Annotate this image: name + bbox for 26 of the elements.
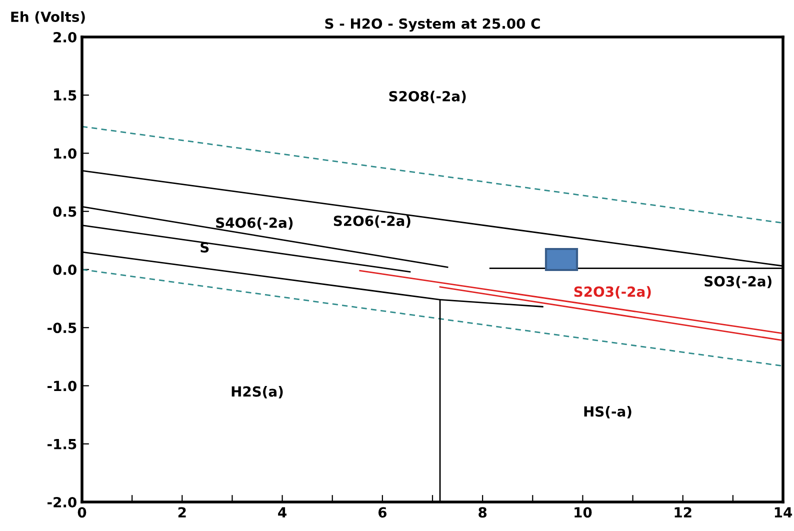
x-tick-label: 2 — [178, 507, 186, 518]
x-tick-label: 6 — [378, 507, 387, 518]
x-tick-label: 4 — [278, 507, 286, 518]
y-tick-label: -1.5 — [48, 439, 76, 450]
x-tick-label: 8 — [478, 507, 487, 518]
annotation: S4O6(-2a) — [216, 217, 293, 230]
y-tick-label: 1.0 — [54, 148, 76, 159]
x-tick-label: 14 — [774, 507, 792, 518]
annotation: S2O8(-2a) — [389, 90, 466, 104]
x-tick-label: 10 — [574, 507, 592, 518]
series-label: S2O3(-2a) — [574, 286, 651, 299]
y-tick-label: 2.0 — [54, 32, 76, 42]
x-tick-label: 0 — [78, 507, 86, 518]
annotation: H2S(a) — [232, 386, 283, 398]
y-axis-title: Eh (Volts) — [11, 11, 85, 24]
y-tick-label: -1.0 — [48, 380, 76, 392]
annotation: SO3(-2a) — [704, 276, 772, 288]
chart-title: S - H2O - System at 25.00 C — [325, 18, 540, 32]
annotation: HS(-a) — [584, 406, 632, 418]
y-tick-label: 0.0 — [53, 264, 76, 275]
annotation: S2O6(-2a) — [334, 215, 410, 228]
y-tick-label: -2.0 — [48, 496, 76, 508]
y-tick-label: 1.5 — [54, 90, 76, 101]
x-tick-label: 12 — [674, 507, 692, 518]
y-tick-label: 0.5 — [53, 206, 76, 217]
y-tick-label: -0.5 — [48, 322, 76, 334]
